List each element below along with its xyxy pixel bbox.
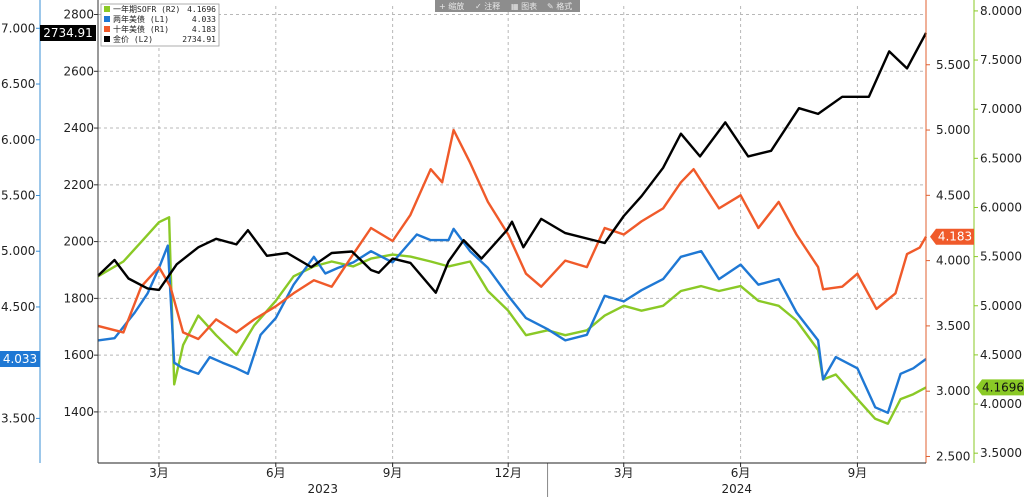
last-value-tag-bg — [40, 24, 96, 41]
x-tick-label: 3月 — [614, 466, 634, 480]
last-value-tag-gold: 2734.91 — [40, 24, 96, 41]
axis-r1: 2.500 3.000 3.500 4.000 4.500 5.000 5.500 — [925, 0, 970, 463]
axis-tick-label: 4.500 — [1, 300, 35, 314]
last-value-text: 4.183 — [938, 230, 972, 244]
year-label: 2023 — [308, 482, 339, 496]
x-axis: 3月 6月 9月 12月 3月 6月 9月 — [98, 462, 926, 480]
legend-swatch — [104, 16, 110, 22]
x-tick-label: 9月 — [383, 466, 403, 480]
axis-tick-label: 5.500 — [1, 188, 35, 202]
legend: 一年期SOFR (R2) 4.1696 两年美债 (L1) 4.033 十年美债 (R1… — [100, 3, 220, 47]
axis-tick-label: 2.500 — [936, 449, 970, 463]
legend-name: 金价 (L2) — [113, 34, 153, 44]
last-value-tag-ust10y: 4.183 — [930, 228, 974, 245]
legend-swatch — [104, 26, 110, 32]
axis-tick-label: 2200 — [63, 178, 94, 192]
axis-tick-label: 1800 — [63, 291, 94, 305]
legend-name: 两年美债 (L1) — [113, 14, 169, 24]
axis-tick-label: 4.0000 — [980, 397, 1022, 411]
axis-tick-label: 5.0000 — [980, 299, 1022, 313]
last-value-tag-sofr: 4.1696 — [976, 379, 1024, 396]
axis-l2: 1400 1600 1800 2000 2200 2400 2600 2800 — [63, 0, 99, 463]
axis-tick-label: 1400 — [63, 405, 94, 419]
legend-swatch — [104, 36, 110, 42]
toolbar-button[interactable]: + 缩放 — [439, 1, 464, 11]
toolbar-bg — [435, 0, 580, 12]
axis-tick-label: 4.500 — [936, 188, 970, 202]
legend-value: 2734.91 — [182, 35, 216, 44]
legend-name: 一年期SOFR (R2) — [113, 4, 180, 14]
axis-tick-label: 3.500 — [936, 319, 970, 333]
axis-tick-label: 5.5000 — [980, 250, 1022, 264]
year-label: 2024 — [722, 482, 753, 496]
axis-tick-label: 6.5000 — [980, 151, 1022, 165]
axis-tick-label: 6.500 — [1, 77, 35, 91]
gridlines — [98, 6, 926, 463]
year-divider-group: 2023 2024 — [308, 463, 753, 497]
axis-tick-label: 4.000 — [936, 254, 970, 268]
axis-tick-label: 8.0000 — [980, 4, 1022, 18]
legend-name: 十年美债 (R1) — [113, 24, 169, 34]
series-lines — [97, 32, 928, 425]
series-line-ust2y — [97, 227, 927, 414]
x-tick-label: 6月 — [731, 466, 751, 480]
toolbar-button[interactable]: ▦ 图表 — [511, 1, 537, 11]
axis-tick-label: 4.5000 — [980, 348, 1022, 362]
toolbar-button[interactable]: ✎ 格式 — [547, 1, 572, 11]
axis-tick-label: 3.5000 — [980, 446, 1022, 460]
x-tick-label: 9月 — [848, 466, 868, 480]
legend-value: 4.1696 — [187, 5, 216, 14]
axis-tick-label: 3.500 — [1, 411, 35, 425]
axis-tick-label: 5.000 — [936, 123, 970, 137]
last-value-tag-bg — [0, 351, 40, 368]
legend-value: 4.183 — [192, 25, 216, 34]
series-line-ust10y — [97, 128, 928, 341]
axis-tick-label: 2800 — [63, 8, 94, 22]
x-tick-label: 3月 — [149, 466, 169, 480]
legend-swatch — [104, 6, 110, 12]
axis-tick-label: 2000 — [63, 235, 94, 249]
last-value-text: 2734.91 — [43, 26, 93, 40]
axis-tick-label: 3.000 — [936, 384, 970, 398]
last-value-tag-bg — [976, 379, 1024, 396]
legend-box — [100, 3, 220, 47]
last-value-text: 4.1696 — [982, 380, 1024, 394]
last-value-text: 4.033 — [3, 352, 37, 366]
axis-tick-label: 1600 — [63, 348, 94, 362]
series-line-gold — [97, 32, 928, 294]
x-tick-label: 12月 — [495, 466, 522, 480]
legend-value: 4.033 — [192, 15, 216, 24]
axis-tick-label: 7.0000 — [980, 102, 1022, 116]
axis-tick-label: 7.5000 — [980, 53, 1022, 67]
axis-tick-label: 6.000 — [1, 133, 35, 147]
x-tick-label: 6月 — [266, 466, 286, 480]
axis-tick-label: 7.000 — [1, 21, 35, 35]
toolbar[interactable]: + 缩放 ✓ 注释 ▦ 图表 ✎ 格式 — [435, 0, 580, 12]
toolbar-button[interactable]: ✓ 注释 — [475, 1, 500, 11]
last-value-tag-bg — [930, 228, 974, 245]
axis-tick-label: 6.0000 — [980, 200, 1022, 214]
axis-tick-label: 5.000 — [1, 244, 35, 258]
axis-tick-label: 5.500 — [936, 58, 970, 72]
last-value-tag-ust2y: 4.033 — [0, 351, 40, 368]
axis-r2: 3.5000 4.0000 4.5000 5.0000 5.5000 6.0000 6.50… — [973, 0, 1022, 463]
axis-tick-label: 2400 — [63, 121, 94, 135]
axis-tick-label: 2600 — [63, 64, 94, 78]
